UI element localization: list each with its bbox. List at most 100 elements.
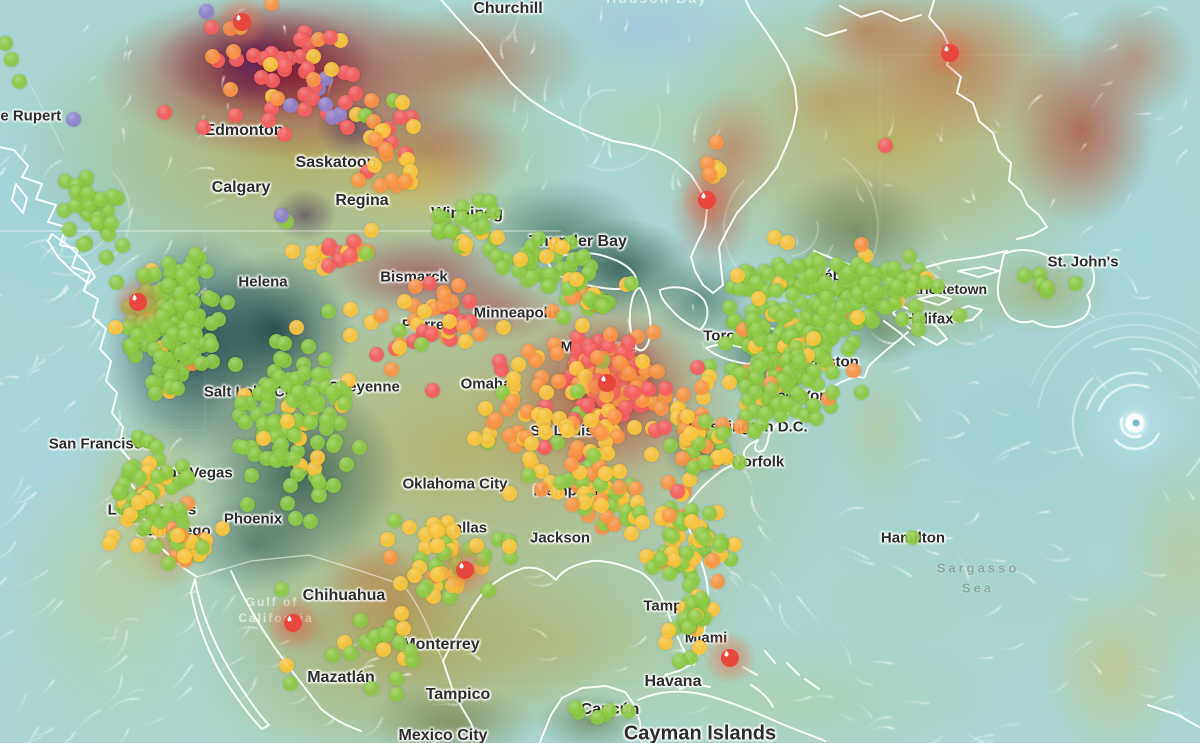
station-dot-green[interactable]	[152, 349, 168, 365]
station-dot-green[interactable]	[151, 362, 167, 378]
station-dot-green[interactable]	[296, 366, 312, 382]
station-dot-green[interactable]	[149, 440, 165, 456]
station-dot-green[interactable]	[351, 439, 367, 455]
station-dot-yellow[interactable]	[176, 548, 192, 564]
station-dot-green[interactable]	[265, 416, 281, 432]
station-dot-green[interactable]	[75, 237, 91, 252]
station-dot-green[interactable]	[339, 456, 355, 472]
station-dot-green[interactable]	[274, 437, 290, 453]
station-dot-green[interactable]	[240, 496, 256, 512]
station-dot-green[interactable]	[320, 304, 336, 320]
station-dot-green[interactable]	[309, 434, 325, 450]
station-dot-green[interactable]	[98, 249, 114, 265]
station-dot-green[interactable]	[93, 191, 109, 207]
station-dot-green[interactable]	[203, 315, 219, 331]
station-dot-green[interactable]	[310, 474, 326, 490]
station-dot-green[interactable]	[279, 495, 295, 511]
station-dot-green[interactable]	[179, 470, 195, 486]
station-dot-green[interactable]	[286, 450, 301, 466]
station-dot-green[interactable]	[282, 478, 298, 494]
station-dot-yellow[interactable]	[309, 450, 325, 466]
station-dot-green[interactable]	[304, 385, 320, 401]
station-dot-green[interactable]	[219, 294, 235, 310]
station-dot-green[interactable]	[184, 310, 199, 326]
station-dot-green[interactable]	[303, 414, 319, 430]
station-dot-yellow[interactable]	[101, 536, 117, 552]
station-dot-green[interactable]	[325, 384, 341, 400]
station-dot-green[interactable]	[161, 556, 177, 572]
station-dot-green[interactable]	[90, 215, 106, 231]
station-dot-green[interactable]	[80, 186, 96, 202]
station-dot-yellow[interactable]	[279, 414, 295, 430]
station-dot-yellow[interactable]	[123, 507, 139, 523]
station-dot-green[interactable]	[173, 285, 188, 301]
station-dot-yellow[interactable]	[129, 538, 145, 554]
station-dot-green[interactable]	[104, 216, 120, 232]
station-dot-green[interactable]	[147, 538, 163, 554]
station-dot-red[interactable]	[156, 105, 172, 120]
station-dot-yellow[interactable]	[214, 521, 230, 537]
yucatan-peninsula	[539, 685, 643, 743]
station-dot-green[interactable]	[291, 384, 307, 400]
station-dot-yellow[interactable]	[256, 431, 272, 447]
station-dot-green[interactable]	[149, 468, 165, 484]
station-dot-green[interactable]	[311, 366, 327, 382]
station-dot-green[interactable]	[194, 540, 210, 556]
station-dot-green[interactable]	[122, 461, 138, 477]
station-dot-green[interactable]	[169, 381, 185, 397]
station-dot-green[interactable]	[147, 504, 163, 520]
station-dot-yellow[interactable]	[170, 528, 186, 544]
station-dot-green[interactable]	[289, 466, 305, 482]
station-dot-green[interactable]	[172, 502, 187, 518]
station-dot-green[interactable]	[261, 378, 277, 394]
station-dot-green[interactable]	[326, 478, 342, 494]
station-dot-green[interactable]	[234, 395, 250, 411]
station-dot-green[interactable]	[159, 507, 175, 523]
station-dot-green[interactable]	[325, 438, 341, 454]
station-dot-green[interactable]	[148, 386, 164, 402]
station-dot-yellow[interactable]	[107, 320, 123, 336]
station-dot-green[interactable]	[235, 439, 251, 455]
station-dot-green[interactable]	[319, 413, 335, 428]
station-dot-green[interactable]	[243, 468, 259, 484]
station-dot-green[interactable]	[336, 396, 352, 412]
station-dot-green[interactable]	[332, 416, 348, 432]
station-dot-green[interactable]	[273, 351, 289, 367]
station-dot-green[interactable]	[312, 488, 328, 504]
station-dot-red[interactable]	[296, 101, 312, 117]
station-dot-green[interactable]	[130, 328, 146, 344]
station-dot-green[interactable]	[201, 289, 217, 305]
station-dot-yellow[interactable]	[289, 320, 305, 336]
station-dot-green[interactable]	[276, 336, 292, 352]
station-dot-red[interactable]	[261, 112, 277, 128]
station-dot-green[interactable]	[180, 343, 196, 359]
city-label-mexico-city: Mexico City	[398, 727, 488, 743]
station-dot-green[interactable]	[68, 198, 84, 214]
station-dot-green[interactable]	[166, 326, 182, 342]
station-dot-green[interactable]	[238, 414, 254, 430]
station-dot-green[interactable]	[288, 511, 304, 527]
station-dot-green[interactable]	[160, 277, 176, 293]
station-dot-green[interactable]	[204, 338, 220, 354]
station-dot-green[interactable]	[301, 339, 317, 355]
station-dot-green[interactable]	[178, 328, 194, 344]
station-dot-green[interactable]	[105, 189, 121, 205]
station-dot-green[interactable]	[246, 447, 262, 463]
station-dot-green[interactable]	[115, 238, 131, 254]
station-dot-green[interactable]	[160, 255, 176, 271]
station-dot-red[interactable]	[345, 67, 361, 83]
station-dot-green[interactable]	[112, 484, 128, 500]
station-dot-green[interactable]	[144, 374, 160, 390]
station-dot-green[interactable]	[318, 352, 334, 368]
station-dot-green[interactable]	[302, 513, 318, 529]
station-dot-yellow[interactable]	[130, 495, 146, 511]
station-dot-green[interactable]	[175, 268, 191, 284]
station-dot-green[interactable]	[198, 264, 214, 280]
station-dot-green[interactable]	[287, 428, 303, 444]
station-dot-green[interactable]	[228, 357, 244, 373]
station-dot-green[interactable]	[62, 221, 78, 237]
station-dot-green[interactable]	[187, 247, 203, 263]
station-dot-green[interactable]	[194, 355, 210, 371]
